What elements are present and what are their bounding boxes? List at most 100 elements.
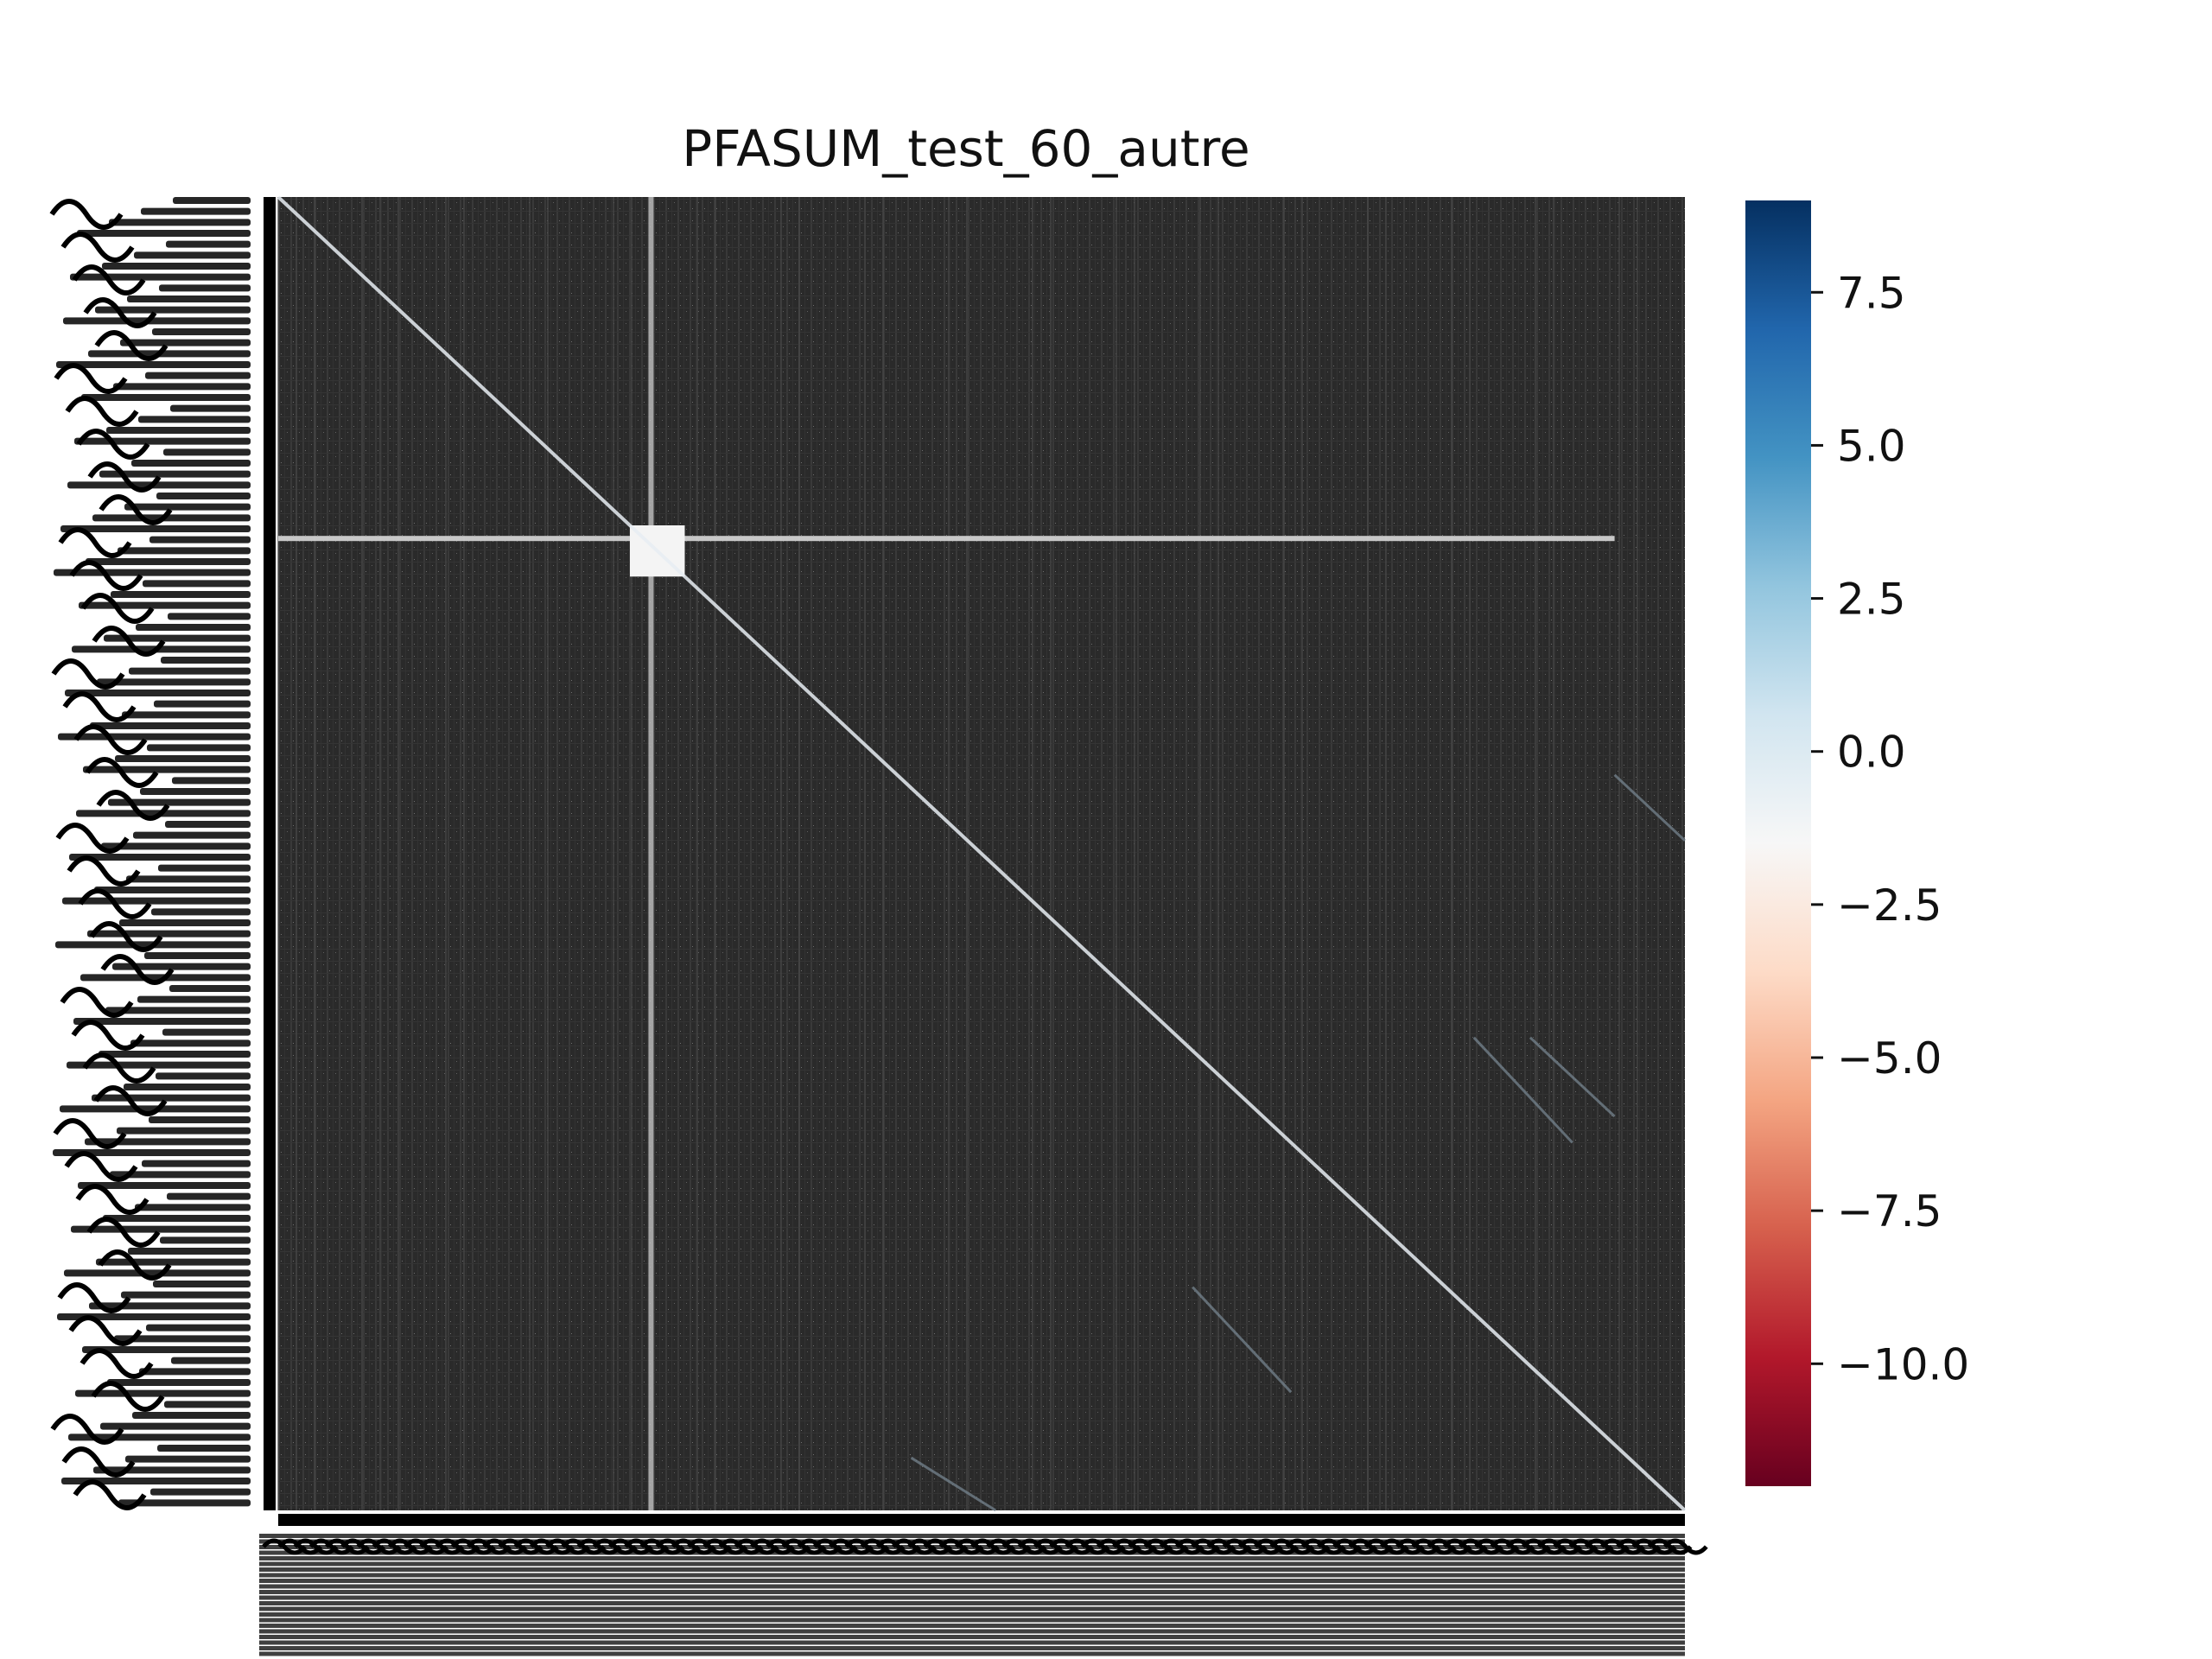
x-tick-label xyxy=(1128,1538,1173,1555)
y-tick-label xyxy=(55,823,130,854)
heatmap-matrix xyxy=(276,195,1687,1512)
y-tick-label xyxy=(86,1217,161,1248)
y-tick-label xyxy=(172,777,251,785)
x-tick-label xyxy=(1584,1538,1630,1555)
x-tick-label xyxy=(498,1538,543,1555)
x-tick-label xyxy=(404,1538,448,1555)
x-tick-label xyxy=(259,1545,1685,1549)
x-tick-label xyxy=(259,1640,1685,1645)
y-tick-label xyxy=(76,429,150,460)
y-tick-label xyxy=(141,207,251,215)
y-tick-label xyxy=(132,1412,251,1419)
x-tick-label xyxy=(1363,1538,1409,1555)
x-tick-label xyxy=(259,1567,1685,1572)
x-tick-label xyxy=(561,1538,607,1555)
y-tick-label xyxy=(118,1499,251,1507)
x-tick-label xyxy=(1395,1538,1440,1555)
colorbar-scale xyxy=(1745,200,1811,1486)
x-tick-label xyxy=(624,1538,670,1555)
y-tick-label xyxy=(93,1085,168,1116)
x-tick-label xyxy=(891,1538,937,1555)
y-tick-label xyxy=(86,558,251,565)
x-tick-labels xyxy=(259,1514,1708,1656)
y-tick-label xyxy=(92,514,251,522)
y-tick-label xyxy=(168,613,251,620)
y-tick-label xyxy=(124,1084,251,1090)
x-tick-label xyxy=(259,1624,1685,1628)
y-tick-label xyxy=(108,798,251,806)
off-diagonal-streak xyxy=(1613,773,1687,842)
x-tick-label xyxy=(324,1538,370,1555)
x-tick-label xyxy=(954,1538,1000,1555)
y-tick-label xyxy=(50,1414,124,1445)
y-tick-label xyxy=(88,350,251,358)
y-tick-label xyxy=(128,1248,251,1255)
x-tick-label xyxy=(435,1538,480,1555)
y-tick-label xyxy=(63,317,251,325)
x-tick-label xyxy=(986,1538,1032,1555)
y-tick-label xyxy=(57,1282,131,1313)
colorbar-tick-label: 0.0 xyxy=(1837,728,1906,778)
y-tick-label xyxy=(125,1455,251,1463)
x-tick-label xyxy=(259,1629,1685,1634)
x-tick-label xyxy=(529,1538,575,1555)
chart-title: PFASUM_test_60_autre xyxy=(682,119,1249,178)
y-tick-label xyxy=(96,1258,251,1266)
x-tick-label xyxy=(259,1590,1685,1594)
x-tick-label xyxy=(372,1538,417,1555)
y-tick-label xyxy=(69,560,143,591)
y-tick-label xyxy=(163,448,251,456)
x-tick-label xyxy=(419,1538,465,1555)
y-tick-label xyxy=(144,952,251,959)
y-tick-label xyxy=(54,569,251,576)
x-tick-label xyxy=(1033,1538,1078,1555)
x-tick-label xyxy=(1237,1538,1283,1555)
y-tick-label xyxy=(170,404,251,412)
y-tick-label xyxy=(121,1291,251,1299)
y-tick-label xyxy=(49,199,124,230)
x-tick-label xyxy=(1411,1538,1457,1555)
y-tick-label xyxy=(103,1215,251,1222)
y-tick-label xyxy=(115,755,251,762)
y-tick-label xyxy=(58,527,132,558)
y-tick-label xyxy=(71,1225,251,1233)
x-tick-label xyxy=(1080,1538,1126,1555)
y-tick-label xyxy=(67,1061,251,1069)
x-tick-label xyxy=(1553,1538,1599,1555)
x-tick-label xyxy=(576,1538,622,1555)
y-tick-label xyxy=(139,1368,251,1376)
y-tick-label xyxy=(56,361,251,368)
x-tick-label xyxy=(1316,1538,1362,1555)
y-tick-label xyxy=(117,1127,251,1135)
y-tick-label xyxy=(160,1236,251,1244)
y-tick-label xyxy=(62,691,137,722)
y-tick-label xyxy=(107,1379,251,1386)
y-tick-label xyxy=(140,788,251,795)
y-tick-label xyxy=(92,626,166,657)
x-tick-label xyxy=(259,1646,1685,1650)
y-tick-label xyxy=(73,1479,147,1510)
x-tick-label xyxy=(671,1538,716,1555)
y-tick-label xyxy=(157,1445,251,1452)
x-tick-label xyxy=(259,1534,1685,1538)
y-tick-label xyxy=(99,1051,251,1058)
x-tick-label xyxy=(466,1538,512,1555)
y-tick-label xyxy=(169,985,251,992)
x-tick-label xyxy=(749,1538,795,1555)
y-tick-label xyxy=(153,1281,251,1287)
y-tick-label xyxy=(80,593,155,624)
colorbar-tick-label: 7.5 xyxy=(1837,268,1906,318)
colorbar-tick-label: −10.0 xyxy=(1837,1339,1969,1389)
x-tick-label xyxy=(1269,1538,1315,1555)
y-tick-label xyxy=(145,372,251,379)
y-tick-label xyxy=(136,624,251,631)
colorbar-tick-label: −2.5 xyxy=(1837,880,1942,931)
x-tick-label xyxy=(592,1538,638,1555)
y-tick-label xyxy=(119,919,251,926)
y-tick-label xyxy=(92,1094,251,1102)
y-tick-label xyxy=(57,1313,251,1320)
y-tick-label xyxy=(77,230,251,237)
off-diagonal-streak xyxy=(1192,1286,1293,1394)
y-tick-label xyxy=(70,273,251,281)
